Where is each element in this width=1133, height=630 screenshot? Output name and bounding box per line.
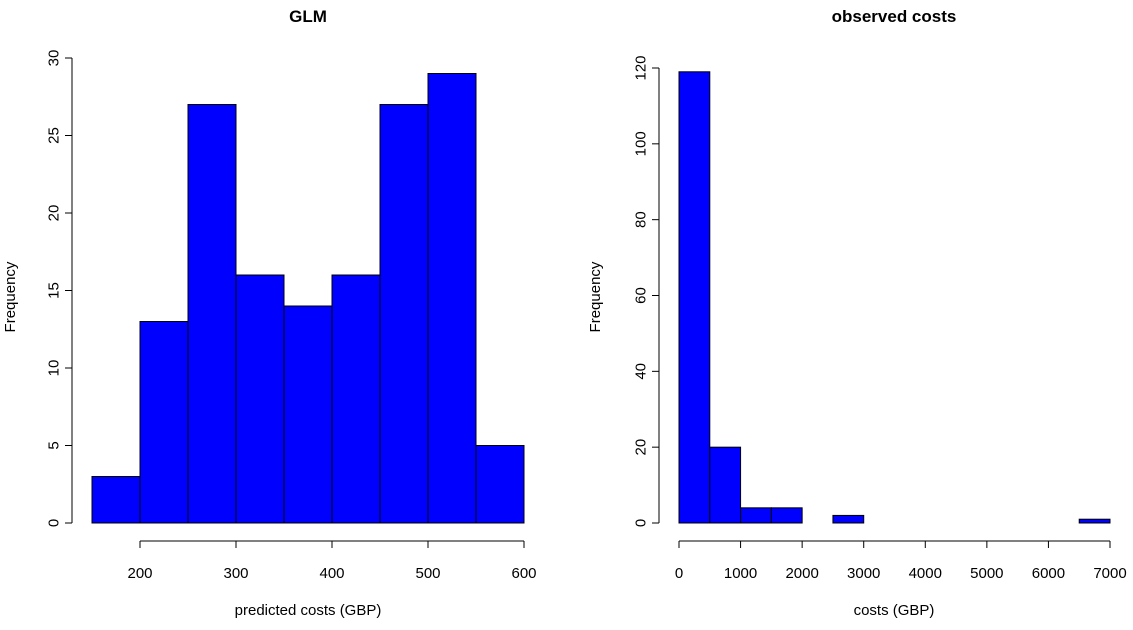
histogram-bar (475, 445, 525, 524)
x-tick-label: 4000 (909, 565, 942, 582)
y-tick-label: 0 (633, 519, 650, 527)
x-axis-label: predicted costs (GBP) (235, 602, 382, 619)
y-tick-label: 20 (46, 205, 63, 222)
histogram-bar (770, 507, 803, 524)
x-tick-label: 600 (511, 565, 536, 582)
bars (678, 71, 1111, 524)
x-tick-label: 6000 (1032, 565, 1065, 582)
histogram-bar (678, 71, 711, 524)
x-tick-label: 7000 (1093, 565, 1126, 582)
histogram-bar (283, 305, 333, 524)
x-tick-label: 2000 (785, 565, 818, 582)
x-tick-label: 1000 (724, 565, 757, 582)
y-tick-label: 10 (46, 360, 63, 377)
x-axis: 200 300 400 500 600 (127, 540, 537, 582)
histogram-bar (379, 104, 429, 524)
x-tick-label: 400 (319, 565, 344, 582)
y-tick-label: 60 (633, 287, 650, 304)
x-tick-label: 5000 (970, 565, 1003, 582)
chart-title: observed costs (832, 7, 957, 26)
histogram-bar (331, 274, 381, 524)
histogram-bar (832, 514, 865, 524)
y-tick-label: 0 (46, 519, 63, 527)
y-tick-label: 15 (46, 282, 63, 299)
histogram-bar (1078, 518, 1111, 524)
x-tick-label: 500 (415, 565, 440, 582)
y-tick-label: 25 (46, 127, 63, 144)
y-tick-label: 20 (633, 439, 650, 456)
y-tick-label: 120 (633, 55, 650, 80)
observed-costs-histogram-panel: observed costs costs (GBP) Frequency 0 10… (587, 7, 1127, 619)
y-tick-label: 100 (633, 131, 650, 156)
histogram-bar (740, 507, 772, 524)
y-tick-label: 80 (633, 211, 650, 228)
glm-histogram-panel: GLM predicted costs (GBP) Frequency 200 3… (2, 7, 537, 619)
y-axis: 0 20 40 60 80 100 120 (633, 55, 660, 527)
y-axis-label: Frequency (2, 261, 19, 332)
x-tick-label: 3000 (847, 565, 880, 582)
histogram-bar (235, 274, 285, 524)
bars (91, 73, 525, 524)
histogram-bar (709, 446, 742, 524)
y-tick-label: 30 (46, 50, 63, 67)
y-axis: 0 5 10 15 20 25 30 (46, 50, 73, 527)
x-tick-label: 200 (127, 565, 152, 582)
y-tick-label: 5 (46, 441, 63, 449)
y-tick-label: 40 (633, 363, 650, 380)
histogram-bar (139, 321, 189, 524)
histogram-bar (91, 476, 141, 524)
x-axis: 0 1000 2000 3000 4000 5000 6000 7000 (675, 540, 1127, 582)
x-tick-label: 300 (223, 565, 248, 582)
y-axis-label: Frequency (587, 261, 604, 332)
histogram-bar (427, 73, 477, 524)
x-axis-label: costs (GBP) (854, 602, 935, 619)
chart-title: GLM (289, 7, 327, 26)
histogram-bar (187, 104, 237, 524)
x-tick-label: 0 (675, 565, 683, 582)
